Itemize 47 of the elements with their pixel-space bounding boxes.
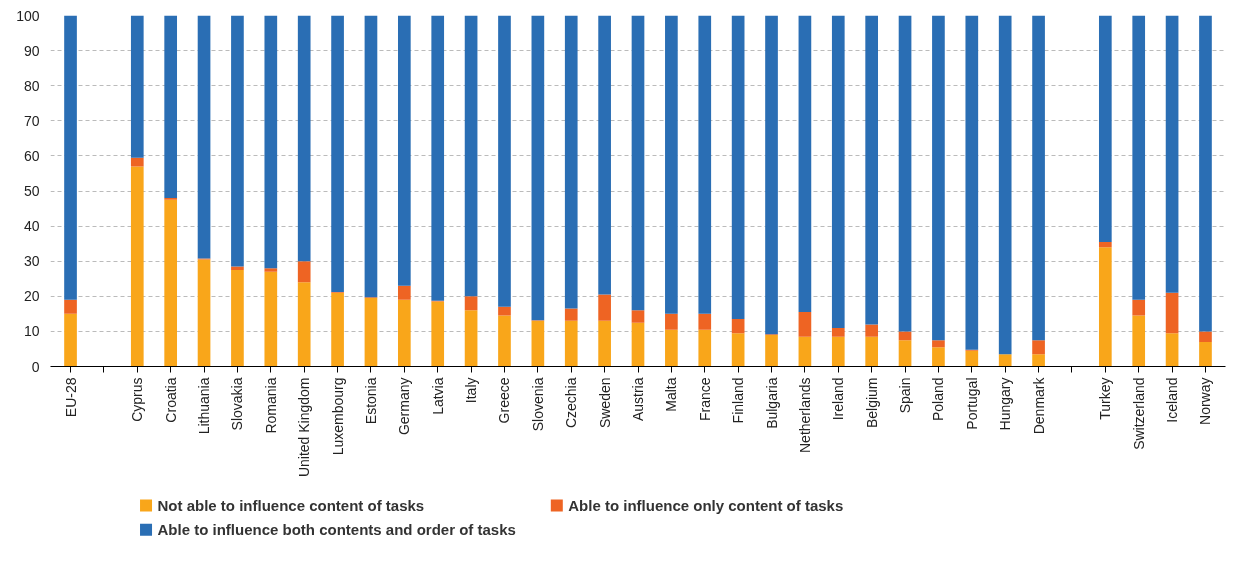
legend-label: Able to influence only content of tasks: [568, 496, 844, 514]
x-tick-label: Sweden: [596, 377, 613, 429]
x-tick-label: Italy: [463, 377, 480, 404]
y-tick-label: 60: [23, 147, 40, 164]
x-tick-label: Latvia: [429, 377, 446, 415]
x-tick-label: Croatia: [162, 377, 179, 423]
x-tick-label: Lithuania: [196, 377, 213, 435]
x-tick-label: Finland: [730, 377, 747, 424]
y-tick-label: 100: [16, 7, 40, 24]
y-tick-label: 40: [23, 218, 40, 235]
x-tick-label: Czechia: [563, 377, 580, 429]
y-tick-label: 0: [31, 358, 40, 375]
y-tick-label: 70: [23, 112, 40, 129]
x-tick-label: Cyprus: [129, 377, 146, 422]
x-tick-label: Turkey: [1097, 377, 1114, 420]
x-tick-label: Portugal: [963, 377, 980, 430]
x-tick-label: Spain: [897, 377, 914, 414]
x-tick-label: Netherlands: [796, 377, 813, 453]
x-tick-label: Slovakia: [229, 377, 246, 431]
x-tick-label: Hungary: [997, 377, 1014, 431]
x-tick-label: Austria: [630, 377, 646, 422]
x-tick-label: Belgium: [863, 377, 880, 429]
legend-label: Not able to influence content of tasks: [157, 496, 425, 514]
x-tick-label: France: [696, 377, 713, 422]
x-tick-label: Germany: [396, 377, 413, 436]
x-tick-label: Slovenia: [529, 377, 546, 432]
x-tick-label: Romania: [262, 377, 279, 434]
x-tick-label: Malta: [663, 377, 680, 412]
x-tick-label: Denmark: [1030, 376, 1047, 435]
x-tick-label: Poland: [930, 377, 947, 422]
x-tick-label: Greece: [496, 377, 513, 424]
y-tick-label: 90: [23, 42, 40, 59]
x-tick-label: Bulgaria: [763, 377, 780, 429]
x-tick-label: Luxembourg: [329, 377, 346, 456]
x-tick-label: Iceland: [1164, 377, 1181, 423]
x-tick-label: Switzerland: [1130, 377, 1147, 450]
y-tick-label: 80: [23, 77, 40, 94]
y-tick-label: 10: [23, 323, 40, 340]
x-tick-label: Norway: [1197, 377, 1214, 425]
y-tick-label: 50: [23, 183, 40, 199]
y-tick-label: 30: [23, 253, 40, 270]
x-tick-label: Ireland: [830, 377, 847, 421]
x-tick-label: EU-28: [62, 377, 79, 418]
x-tick-label: Estonia: [362, 377, 379, 425]
legend-label: Able to influence both contents and order of tasks: [157, 521, 516, 539]
y-tick-label: 20: [23, 288, 40, 305]
x-tick-label: United Kingdom: [296, 377, 313, 478]
